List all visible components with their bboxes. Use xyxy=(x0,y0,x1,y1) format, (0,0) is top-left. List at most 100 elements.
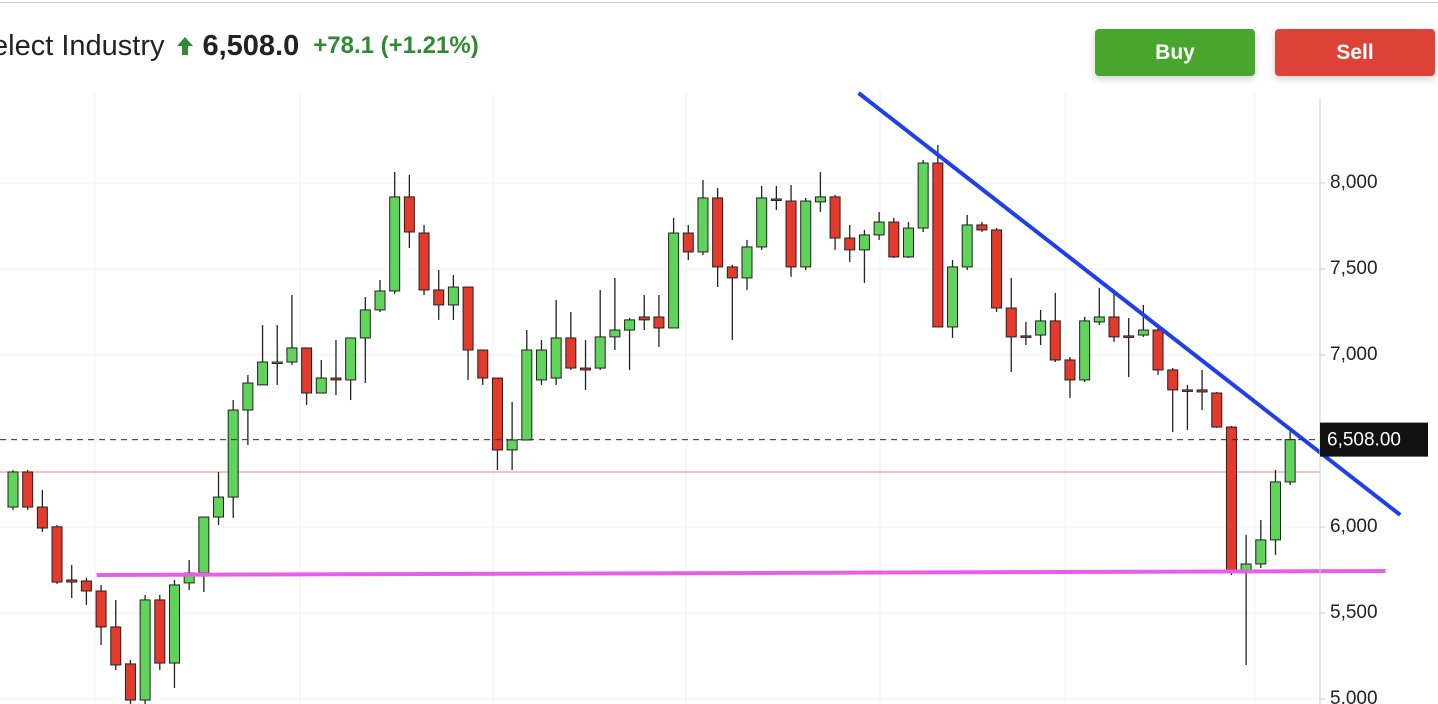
candle-body xyxy=(227,409,239,498)
candle-body xyxy=(1269,481,1281,541)
candle-body xyxy=(1181,389,1193,392)
candle-body xyxy=(902,227,914,258)
candle-body xyxy=(330,377,342,381)
candle-body xyxy=(345,337,357,381)
candle-body xyxy=(1123,335,1135,338)
current-price: 6,508.0 xyxy=(202,29,300,62)
candle-body xyxy=(932,162,944,328)
candle-body xyxy=(1035,320,1047,336)
candle-body xyxy=(1093,316,1105,323)
candle-body xyxy=(1255,539,1267,565)
candle-body xyxy=(477,349,489,379)
candle-body xyxy=(961,224,973,268)
y-tick-label: 5,000 xyxy=(1330,688,1378,704)
candle-body xyxy=(829,196,841,239)
last-price-box xyxy=(1320,422,1428,457)
last-price-label: 6,508.00 xyxy=(1327,430,1401,451)
candle-body xyxy=(785,200,797,268)
candle-body xyxy=(110,626,122,666)
candle-body xyxy=(213,496,225,518)
candle-body xyxy=(1049,320,1061,361)
candle-body xyxy=(873,221,885,236)
candle-body xyxy=(1211,392,1223,428)
candle-body xyxy=(535,349,547,381)
candle-body xyxy=(183,572,195,584)
candle-body xyxy=(756,197,768,248)
candle-body xyxy=(491,377,503,451)
candle-body xyxy=(1152,329,1164,371)
candle-body xyxy=(594,336,606,369)
top-border xyxy=(0,2,1438,3)
candle-body xyxy=(66,579,78,583)
candle-body xyxy=(447,286,459,306)
candle-body xyxy=(418,232,430,291)
y-tick-label: 6,000 xyxy=(1330,516,1378,537)
candle-body xyxy=(22,471,34,508)
candle-body xyxy=(917,162,929,229)
candle-body xyxy=(7,471,19,508)
candle-body xyxy=(374,290,386,311)
y-tick-label: 6,500 xyxy=(1330,430,1378,451)
y-tick-label: 5,500 xyxy=(1330,602,1378,623)
candle-body xyxy=(257,361,269,386)
candle-body xyxy=(1079,320,1091,381)
sell-button[interactable]: Sell xyxy=(1275,29,1435,76)
candle-body xyxy=(991,229,1003,309)
candle-body xyxy=(976,224,988,231)
candle-body xyxy=(609,329,621,338)
candle-body xyxy=(433,289,445,306)
candle-body xyxy=(1005,307,1017,338)
candle-body xyxy=(506,439,518,451)
instrument-title: elect Industry xyxy=(0,29,165,62)
candle-body xyxy=(154,599,166,664)
candle-body xyxy=(1196,389,1208,393)
candle-body xyxy=(315,377,327,394)
candle-body xyxy=(462,286,474,351)
candle-body xyxy=(1020,335,1032,338)
candle-body xyxy=(359,309,371,339)
candle-body xyxy=(638,316,650,321)
candle-body xyxy=(580,367,592,371)
candle-body xyxy=(1240,563,1252,571)
candle-body xyxy=(1167,369,1179,391)
candle-body xyxy=(36,506,48,529)
trend-line xyxy=(857,91,1402,517)
candle-body xyxy=(1064,359,1076,381)
candle-body xyxy=(242,382,254,411)
candle-body xyxy=(1108,316,1120,338)
candle-body xyxy=(139,599,151,701)
candle-body xyxy=(95,590,107,628)
candle-body xyxy=(301,347,313,394)
candle-body xyxy=(550,337,562,379)
candle-body xyxy=(844,237,856,251)
candle-body xyxy=(389,196,401,292)
candle-body xyxy=(565,337,577,369)
candle-body xyxy=(858,234,870,251)
candle-body xyxy=(271,361,283,365)
header: elect Industry 6,508.0 +78.1 (+1.21%) xyxy=(0,24,479,68)
candle-body xyxy=(814,196,826,203)
candle-body xyxy=(800,200,812,268)
y-tick-label: 7,500 xyxy=(1330,258,1378,279)
candle-body xyxy=(682,232,694,253)
trend-line xyxy=(96,569,1386,577)
candle-body xyxy=(124,663,136,701)
candle-body xyxy=(168,584,180,664)
candle-body xyxy=(888,221,900,258)
candle-body xyxy=(653,316,665,329)
buy-button[interactable]: Buy xyxy=(1095,29,1255,76)
candle-body xyxy=(521,349,533,441)
candle-body xyxy=(286,347,298,363)
candle-body xyxy=(712,197,724,268)
candle-body xyxy=(1284,439,1296,483)
candle-body xyxy=(198,516,210,574)
candle-body xyxy=(1225,426,1237,574)
y-axis: 5,000 5,500 6,000 6,500 7,000 7,500 8,000 6,508… xyxy=(1319,97,1428,704)
candle-body xyxy=(80,580,92,592)
candle-body xyxy=(697,197,709,253)
up-arrow-icon xyxy=(177,37,194,55)
y-tick-label: 8,000 xyxy=(1330,172,1378,193)
candle-body xyxy=(726,266,738,279)
